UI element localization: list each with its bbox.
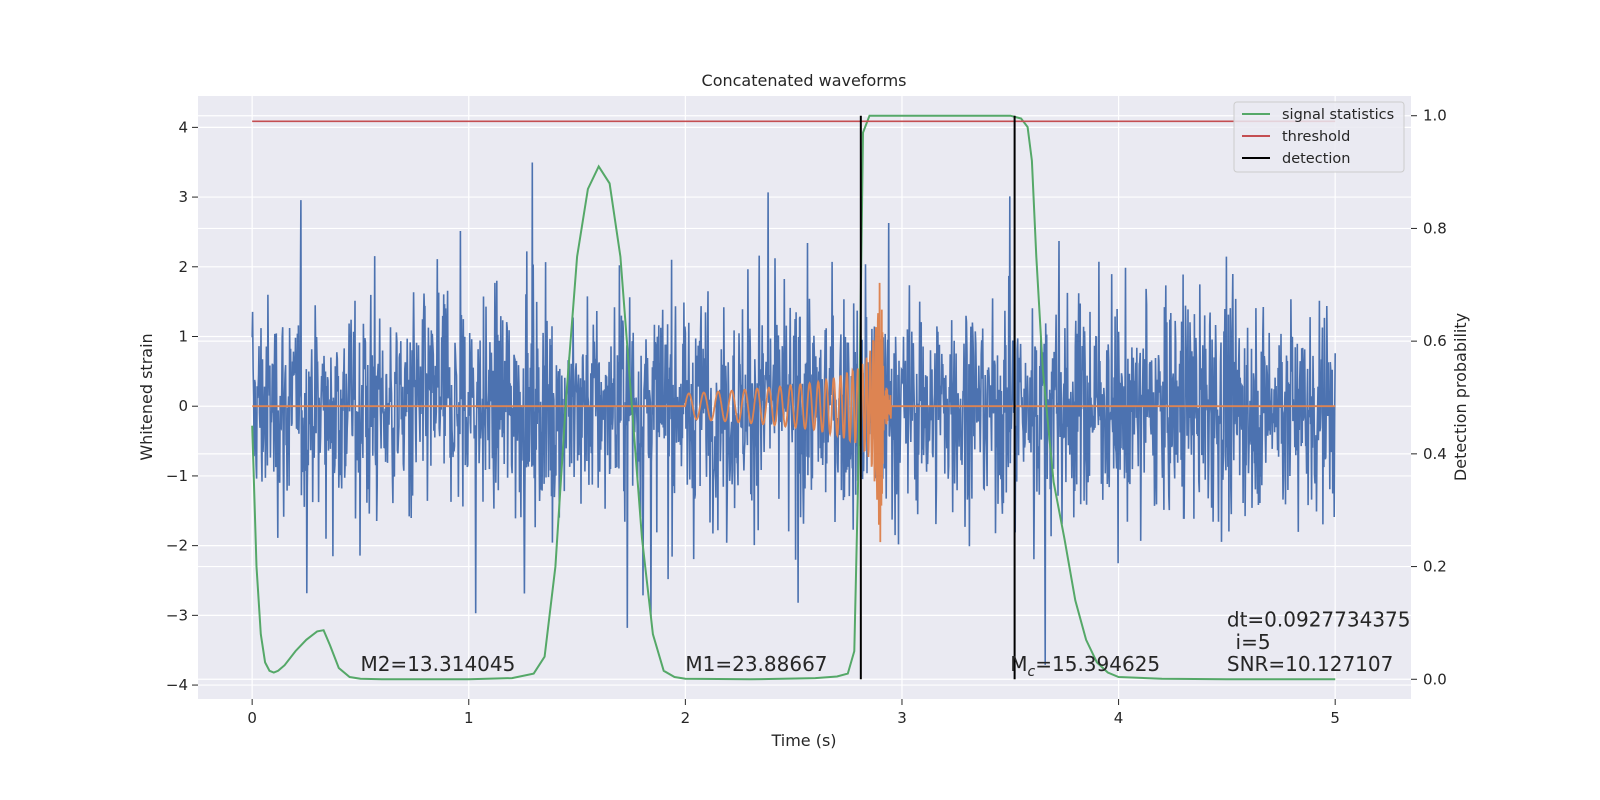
x-tick-label: 3	[897, 709, 907, 727]
y-tick-label: −4	[166, 676, 188, 694]
legend-label-threshold: threshold	[1282, 129, 1350, 145]
annotations: M2=13.314045 M1=23.88667 Mc=15.394625 dt=0.…	[360, 608, 1410, 681]
chart-title: Concatenated waveforms	[702, 71, 907, 90]
signal-statistics-line	[251, 114, 1336, 681]
legend-box	[1233, 101, 1405, 173]
legend: signal statistics threshold detection	[1233, 101, 1405, 173]
x-tick-label: 1	[464, 709, 474, 727]
y2-axis-ticks: 0.0 0.2 0.4 0.6 0.8 1.0	[1411, 107, 1447, 688]
legend-label-signal-statistics: signal statistics	[1282, 107, 1394, 123]
strain-series-line	[251, 162, 1336, 665]
x-tick-label: 5	[1330, 709, 1340, 727]
y-tick-label: 0	[178, 397, 188, 415]
y-tick-label: 2	[178, 258, 188, 276]
y2-tick-label: 0.0	[1423, 670, 1447, 688]
y-axis-ticks: −4 −3 −2 −1 0 1 2 3 4	[166, 118, 198, 694]
y-tick-label: 1	[178, 328, 188, 346]
y2-tick-label: 0.4	[1423, 445, 1447, 463]
legend-label-detection: detection	[1282, 151, 1350, 167]
y2-tick-label: 0.6	[1423, 332, 1447, 350]
y2-tick-label: 0.2	[1423, 558, 1447, 576]
x-axis-ticks: 0 1 2 3 4 5	[247, 699, 1340, 727]
x-tick-label: 0	[247, 709, 257, 727]
x-axis-label: Time (s)	[770, 731, 836, 750]
y-tick-label: −1	[166, 467, 188, 485]
y-tick-label: −2	[166, 537, 188, 555]
x-tick-label: 4	[1114, 709, 1124, 727]
template-series-line	[252, 282, 1336, 543]
x-tick-label: 2	[681, 709, 691, 727]
annotation-text: M2=13.314045	[360, 652, 515, 676]
annotation-text: M1=23.88667	[685, 652, 827, 676]
y-tick-label: 4	[178, 118, 188, 136]
y-tick-label: −3	[166, 606, 188, 624]
series-layer	[251, 114, 1336, 681]
annotation-text: dt=0.0927734375	[1227, 608, 1411, 632]
annotation-text: Mc=15.394625	[1010, 652, 1160, 680]
annotation-text: SNR=10.127107	[1227, 652, 1393, 676]
y2-axis-label: Detection probability	[1451, 313, 1470, 481]
y2-tick-label: 0.8	[1423, 219, 1447, 237]
y2-tick-label: 1.0	[1423, 107, 1447, 125]
y-axis-label: Whitened strain	[137, 333, 156, 460]
annotation-text: i=5	[1236, 630, 1271, 654]
y-tick-label: 3	[178, 188, 188, 206]
